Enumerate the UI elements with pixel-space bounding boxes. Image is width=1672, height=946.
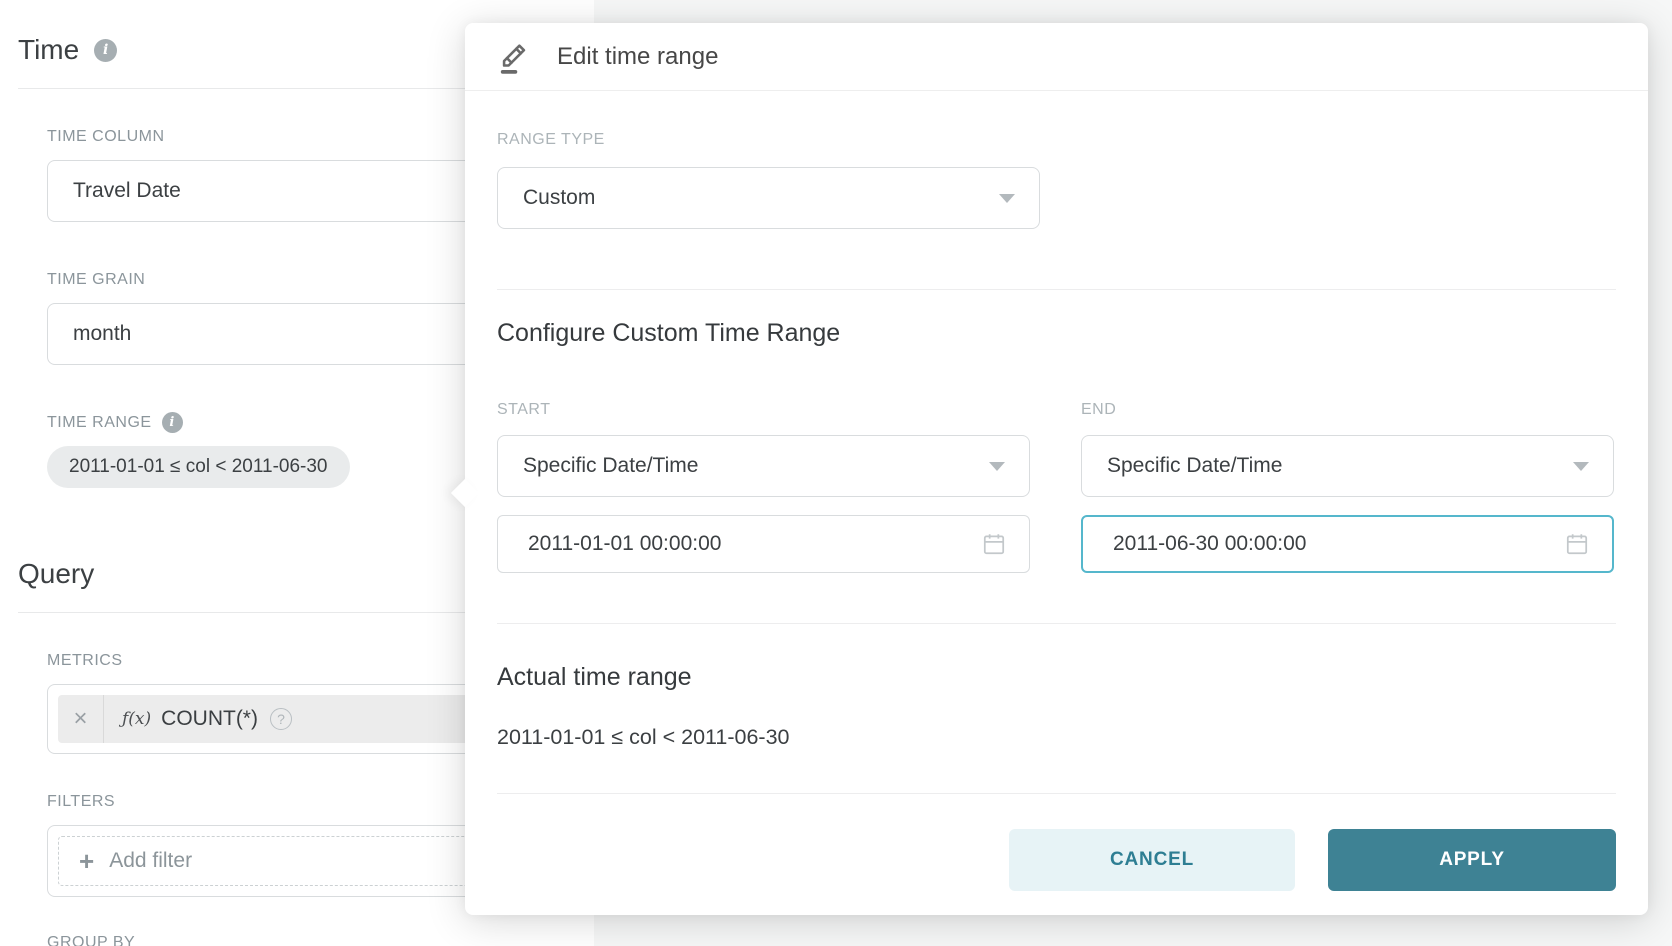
query-section-label: Query <box>18 558 95 589</box>
filters-label: FILTERS <box>47 793 116 810</box>
start-mode-select[interactable]: Specific Date/Time <box>497 435 1030 497</box>
chevron-down-icon <box>989 462 1005 471</box>
group-by-label: GROUP BY <box>47 934 136 946</box>
time-section-title: Time i <box>18 34 118 66</box>
time-column-value: Travel Date <box>73 179 181 202</box>
actual-range-heading: Actual time range <box>497 663 692 691</box>
query-section-title: Query <box>18 558 94 590</box>
start-datetime-value: 2011-01-01 00:00:00 <box>528 532 722 555</box>
end-mode-select[interactable]: Specific Date/Time <box>1081 435 1614 497</box>
range-type-value: Custom <box>523 186 596 209</box>
edit-time-range-popover: Edit time range RANGE TYPE Custom Config… <box>450 23 1648 915</box>
close-icon[interactable]: × <box>58 695 104 743</box>
time-grain-value: month <box>73 322 132 345</box>
edit-pencil-icon <box>500 43 526 74</box>
add-filter-label: Add filter <box>109 849 193 872</box>
section-divider <box>18 612 593 613</box>
range-type-select[interactable]: Custom <box>497 167 1040 229</box>
metric-chip[interactable]: × ƒ(x) COUNT(*) ? <box>58 695 516 743</box>
chevron-down-icon <box>1573 462 1589 471</box>
start-label: START <box>497 401 551 418</box>
calendar-icon[interactable] <box>981 531 1007 557</box>
time-range-label-row: TIME RANGE i <box>47 412 183 433</box>
filters-field: + Add filter <box>47 825 527 897</box>
start-mode-value: Specific Date/Time <box>523 454 699 477</box>
metric-name: COUNT(*) <box>161 707 258 730</box>
chevron-down-icon <box>999 194 1015 203</box>
metrics-field[interactable]: × ƒ(x) COUNT(*) ? <box>47 684 527 754</box>
fx-icon: ƒ(x) <box>122 709 152 729</box>
time-range-label: TIME RANGE <box>47 413 152 431</box>
end-datetime-input[interactable]: 2011-06-30 00:00:00 <box>1081 515 1614 573</box>
info-icon[interactable]: i <box>94 38 118 62</box>
divider <box>497 623 1616 624</box>
metrics-label: METRICS <box>47 652 123 669</box>
question-circle-icon[interactable]: ? <box>269 708 292 730</box>
start-datetime-input[interactable]: 2011-01-01 00:00:00 <box>497 515 1030 573</box>
cancel-button[interactable]: CANCEL <box>1009 829 1295 891</box>
end-mode-value: Specific Date/Time <box>1107 454 1283 477</box>
info-icon[interactable]: i <box>161 412 183 433</box>
time-column-label: TIME COLUMN <box>47 128 165 145</box>
time-grain-select[interactable]: month <box>47 303 527 365</box>
plus-icon: + <box>79 846 95 876</box>
divider <box>497 289 1616 290</box>
section-divider <box>18 88 593 89</box>
end-label: END <box>1081 401 1117 418</box>
popover-header: Edit time range <box>465 23 1648 91</box>
range-type-label: RANGE TYPE <box>497 131 605 148</box>
popover-title: Edit time range <box>557 42 719 70</box>
actual-range-value: 2011-01-01 ≤ col < 2011-06-30 <box>497 725 790 749</box>
divider <box>497 793 1616 794</box>
add-filter-button[interactable]: + Add filter <box>58 836 516 886</box>
time-column-select[interactable]: Travel Date <box>47 160 527 222</box>
end-datetime-value: 2011-06-30 00:00:00 <box>1113 532 1307 555</box>
time-grain-label: TIME GRAIN <box>47 271 146 288</box>
time-section-label: Time <box>18 34 80 65</box>
calendar-icon[interactable] <box>1564 531 1590 557</box>
apply-button[interactable]: APPLY <box>1328 829 1616 891</box>
time-range-pill[interactable]: 2011-01-01 ≤ col < 2011-06-30 <box>47 446 350 488</box>
configure-heading: Configure Custom Time Range <box>497 319 841 347</box>
